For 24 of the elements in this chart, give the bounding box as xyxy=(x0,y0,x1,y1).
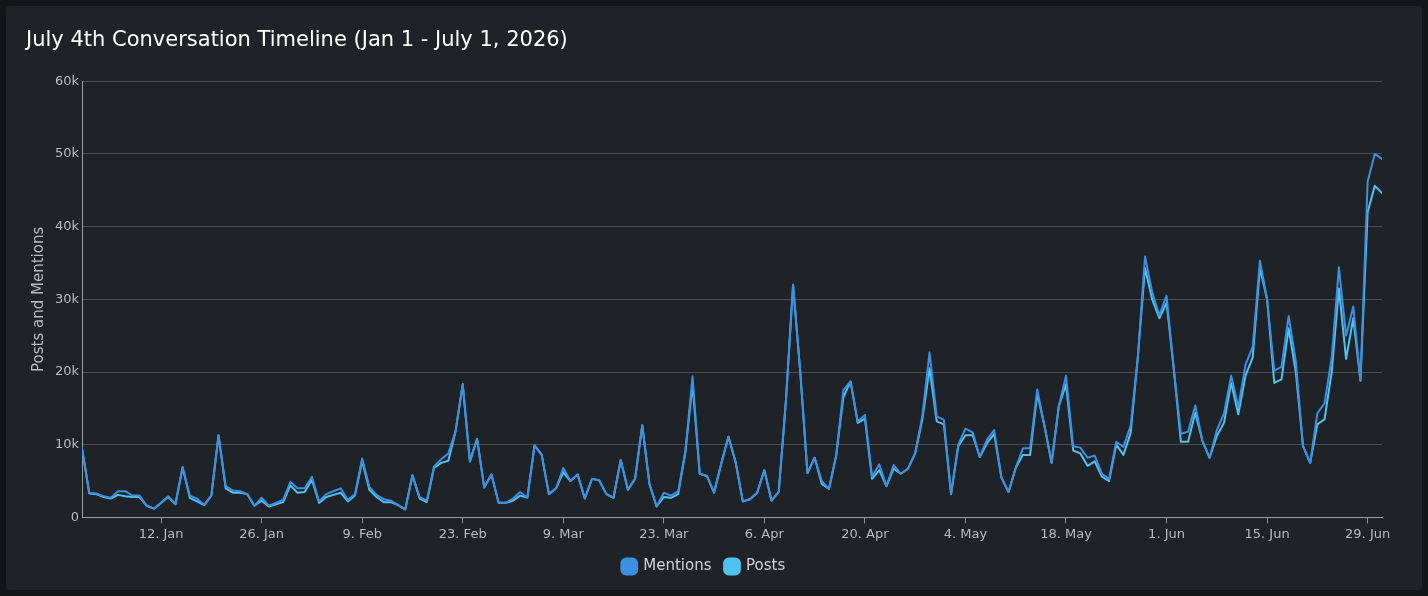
chart-title: July 4th Conversation Timeline (Jan 1 - July 1, 2026) xyxy=(24,27,568,52)
y-tick-label: 50k xyxy=(54,145,80,161)
x-tick-label: 4. May xyxy=(943,525,988,541)
x-tick-label: 26. Jan xyxy=(239,525,285,541)
legend-label: Posts xyxy=(746,556,786,575)
y-axis-title: Posts and Mentions xyxy=(28,226,47,372)
y-tick-label: 0 xyxy=(70,508,80,524)
x-tick-label: 20. Apr xyxy=(841,525,890,541)
x-tick-label: 12. Jan xyxy=(138,525,184,541)
y-tick-label: 40k xyxy=(54,217,80,233)
legend-label: Mentions xyxy=(643,556,712,575)
x-tick-label: 23. Mar xyxy=(639,525,690,541)
x-tick-label: 6. Apr xyxy=(744,525,785,541)
x-tick-label: 9. Mar xyxy=(542,525,585,541)
x-tick-label: 1. Jun xyxy=(1148,525,1185,541)
y-tick-label: 20k xyxy=(54,363,80,379)
y-tick-label: 60k xyxy=(54,72,80,88)
x-tick-label: 18. May xyxy=(1040,525,1093,541)
x-tick-label: 29. Jun xyxy=(1345,525,1391,541)
y-tick-label: 30k xyxy=(54,290,80,306)
y-tick-label: 10k xyxy=(54,436,80,452)
x-tick-label: 15. Jun xyxy=(1244,525,1290,541)
x-tick-label: 23. Feb xyxy=(438,525,487,541)
x-tick-label: 9. Feb xyxy=(342,525,382,541)
